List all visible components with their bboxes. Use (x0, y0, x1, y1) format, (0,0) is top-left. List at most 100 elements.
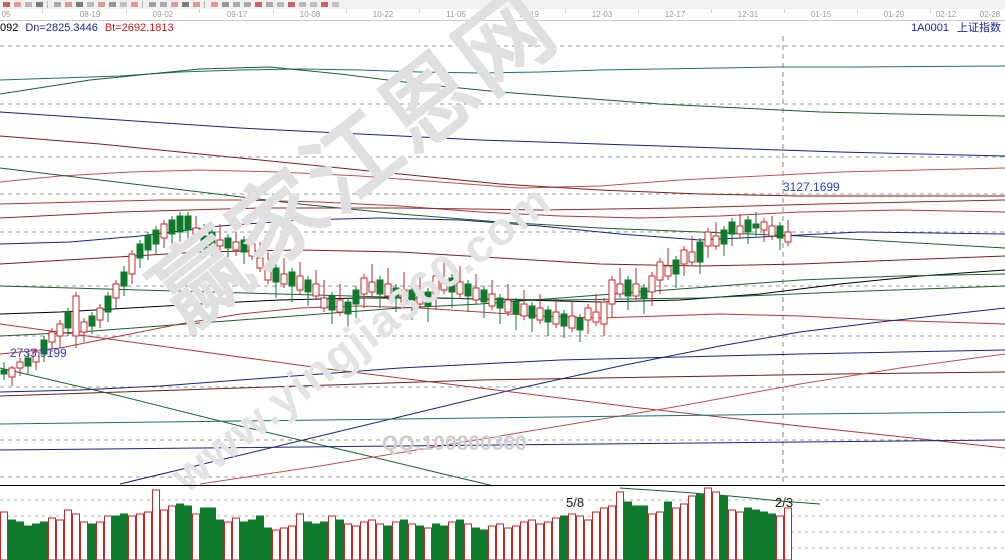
text-tool-icon[interactable] (108, 1, 117, 8)
date-tick-label: 08-19 (79, 10, 101, 19)
candle-body (528, 305, 536, 319)
candle-body (80, 321, 88, 333)
fib-tool-icon[interactable] (86, 1, 95, 8)
trend-icon[interactable] (148, 1, 157, 8)
level-icon[interactable] (192, 1, 201, 8)
candle-body (224, 237, 232, 249)
magnet-icon[interactable] (181, 1, 190, 8)
pointer-icon[interactable] (35, 1, 44, 8)
date-tick-label: 10-22 (372, 10, 394, 19)
cursor-icon[interactable] (159, 1, 168, 8)
candle-body (328, 295, 336, 311)
candle-body (720, 229, 728, 245)
volume-bar (672, 507, 680, 560)
volume-bar (520, 521, 528, 560)
arc-icon[interactable] (309, 1, 318, 8)
bt-value: Bt=2692.1813 (104, 22, 174, 34)
volume-bar (544, 521, 552, 560)
volume-bar (8, 519, 16, 560)
grid-icon[interactable] (24, 1, 33, 8)
volume-bar (760, 511, 768, 560)
candle-body (536, 307, 544, 321)
volume-bar (160, 509, 168, 560)
candle-body (504, 299, 512, 313)
candle-body (144, 235, 152, 251)
candle-body (168, 219, 176, 235)
candle-body (360, 277, 368, 295)
candle-body (608, 279, 616, 305)
red-line-icon[interactable] (243, 1, 252, 8)
red-bar-icon[interactable] (254, 1, 263, 8)
volume-bar (392, 521, 400, 560)
volume-bar (456, 519, 464, 560)
candle-body (128, 253, 136, 275)
channel-icon[interactable] (130, 1, 139, 8)
candle-body (552, 311, 560, 325)
value-cut-off: 092 (0, 22, 19, 34)
candle-body (440, 279, 448, 291)
volume-bar (616, 491, 624, 560)
candle-body (760, 221, 768, 231)
volume-bar (632, 505, 640, 560)
gann-fan-icon[interactable] (97, 1, 106, 8)
h-line-icon[interactable] (265, 1, 274, 8)
volume-bar (472, 527, 480, 560)
candle-body (264, 269, 272, 281)
volume-bar (576, 515, 584, 560)
candle-body (192, 227, 200, 235)
candle-body (48, 331, 56, 343)
volume-bar (752, 509, 760, 560)
symbol-header: 1A0001 上证指数 (911, 21, 1001, 36)
fan-icon[interactable] (298, 1, 307, 8)
overlay-line (0, 111, 1005, 157)
candle-body (616, 283, 624, 295)
span-icon[interactable] (331, 1, 340, 8)
crosshair-icon[interactable] (2, 1, 11, 8)
candle-body (600, 301, 608, 325)
candle-body (568, 315, 576, 329)
parallel-icon[interactable] (287, 1, 296, 8)
volume-bar (48, 517, 56, 560)
candle-body (384, 283, 392, 297)
box-icon[interactable] (320, 1, 329, 8)
candle-body (784, 231, 792, 243)
candle-body (184, 215, 192, 231)
overlay-line (0, 273, 1005, 337)
rect-tool-icon[interactable] (75, 1, 84, 8)
delete-icon[interactable] (170, 1, 179, 8)
volume-bar (656, 511, 664, 560)
zoom-out-icon[interactable] (13, 1, 22, 8)
arrow-tool-icon[interactable] (64, 1, 73, 8)
price-plot-area[interactable] (0, 36, 1005, 485)
price-label-high: 3127.1699 (783, 180, 840, 194)
candle-body (416, 291, 424, 305)
date-tick-label: 02-28 (979, 10, 1001, 19)
volume-pane[interactable] (0, 485, 1005, 560)
angle-icon[interactable] (232, 1, 241, 8)
symbol-name: 上证指数 (957, 22, 1001, 34)
candle-body (488, 293, 496, 307)
volume-bar (144, 511, 152, 560)
volume-bar (480, 529, 488, 560)
measure-icon[interactable] (119, 1, 128, 8)
volume-bar (56, 519, 64, 560)
circle-icon[interactable] (210, 1, 219, 8)
volume-bar (536, 523, 544, 560)
volume-bar (136, 513, 144, 560)
ray-icon[interactable] (221, 1, 230, 8)
volume-bar (488, 525, 496, 560)
v-line-icon[interactable] (276, 1, 285, 8)
volume-bar (408, 523, 416, 560)
candle-body (272, 267, 280, 283)
candle-body (776, 225, 784, 239)
date-tick-label: 09-17 (226, 10, 248, 19)
volume-bar (40, 521, 48, 560)
candle-body (632, 283, 640, 297)
candle-body (112, 283, 120, 299)
line-tool-icon[interactable] (53, 1, 62, 8)
volume-bar (272, 529, 280, 560)
date-tick-label: 01-29 (883, 10, 905, 19)
quote-info-line: 092 Dn=2825.3446 Bt=2692.1813 (0, 21, 181, 36)
date-tick-mark (419, 9, 420, 13)
volume-bar (104, 515, 112, 560)
